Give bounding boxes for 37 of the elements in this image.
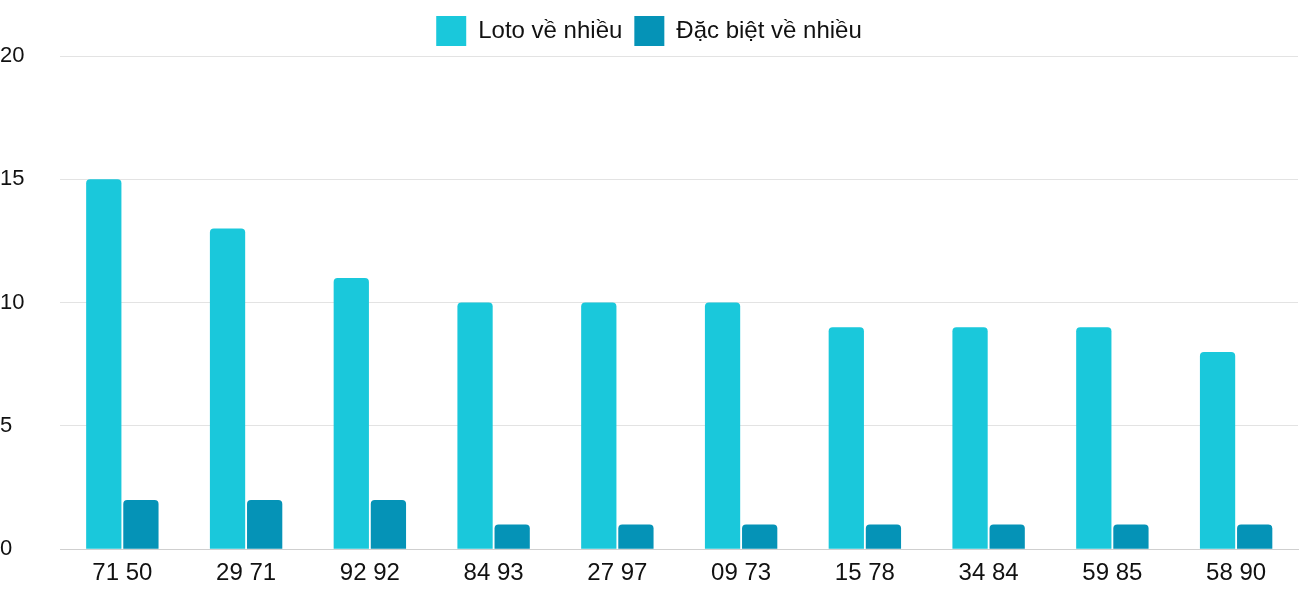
x-tick-label: 27 97 (587, 558, 648, 586)
bar (370, 499, 407, 549)
y-tick-label: 5 (0, 411, 13, 437)
bar (123, 499, 159, 549)
bar (247, 499, 283, 549)
bar (618, 524, 654, 549)
bar (333, 277, 369, 549)
bar (952, 327, 988, 549)
y-tick-label: 20 (0, 42, 25, 68)
x-tick-label: 34 84 (958, 558, 1019, 586)
y-tick-label: 15 (0, 165, 25, 191)
bar (989, 524, 1025, 549)
y-tick-label: 10 (0, 288, 25, 314)
legend-label: Loto về nhiều (478, 15, 623, 43)
bar (704, 302, 741, 549)
x-tick-label: 29 71 (216, 558, 277, 586)
x-tick-label: 92 92 (339, 558, 400, 586)
bar (1199, 351, 1236, 549)
x-tick-label: 15 78 (834, 558, 895, 586)
bar (1113, 524, 1149, 549)
bar (581, 302, 617, 549)
legend-label: Đặc biệt về nhiều (676, 15, 862, 43)
x-tick-label: 58 90 (1206, 558, 1267, 586)
bar (1237, 524, 1273, 549)
bar (86, 179, 122, 549)
bar (742, 524, 778, 549)
bar (828, 327, 864, 549)
bar (494, 524, 530, 549)
x-tick-label: 84 93 (463, 558, 524, 586)
bar (457, 302, 493, 549)
x-tick-label: 09 73 (711, 558, 772, 586)
bar (209, 228, 246, 549)
y-tick-label: 0 (0, 535, 13, 561)
x-tick-label: 71 50 (92, 558, 153, 586)
bar (865, 524, 902, 549)
bar (1076, 327, 1112, 549)
x-tick-label: 59 85 (1082, 558, 1143, 586)
